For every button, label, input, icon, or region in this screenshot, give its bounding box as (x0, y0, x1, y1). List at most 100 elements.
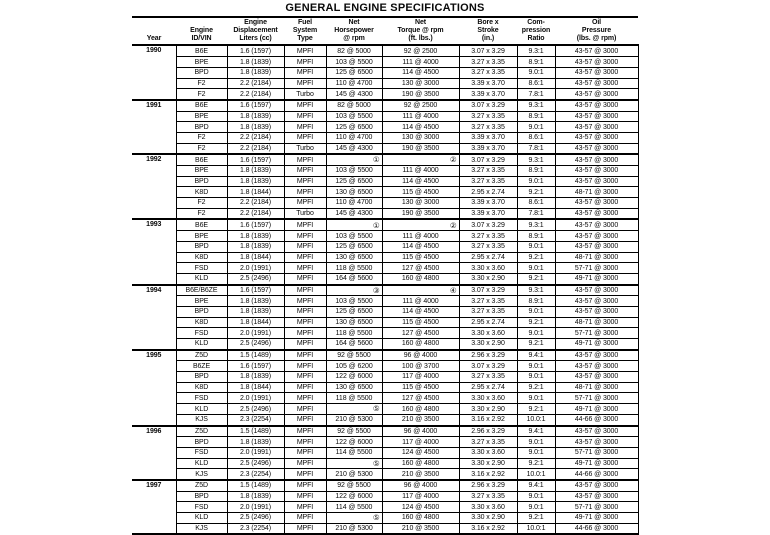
cell-oil-pressure: 48-71 @ 3000 (554, 186, 639, 198)
table-row: KJS 2.3 (2254) MPFI 210 @ 5300 210 @ 3500 3.1… (132, 413, 639, 426)
cell-bore-stroke: 3.39 x 3.70 (458, 77, 518, 89)
cell-torque: 111 @ 4000 (381, 110, 460, 122)
cell-fuel-system: MPFI (283, 490, 327, 502)
cell-fuel-system: MPFI (283, 316, 327, 328)
cell-engine-id: BPD (175, 371, 228, 383)
cell-compression: 8.9:1 (516, 295, 556, 307)
cell-oil-pressure: 43-57 @ 3000 (554, 165, 639, 177)
cell-compression: 10.0:1 (516, 413, 556, 426)
cell-engine-id: FSD (175, 392, 228, 404)
year-cell: 1991 (132, 98, 177, 155)
cell-compression: 9.3:1 (516, 283, 556, 296)
cell-fuel-system: MPFI (283, 131, 327, 144)
cell-displacement: 1.6 (1597) (226, 44, 285, 57)
cell-horsepower: 145 @ 4300 (325, 207, 383, 220)
cell-oil-pressure: 44-66 @ 3000 (554, 522, 639, 535)
column-header-2: Engine Displacement Liters (cc) (227, 17, 284, 47)
cell-horsepower: 110 @ 4700 (325, 77, 383, 89)
cell-torque: 160 @ 4800 (381, 512, 460, 524)
cell-compression: 9.0:1 (516, 490, 556, 502)
cell-compression: 9.0:1 (516, 360, 556, 372)
table-row: KJS 2.3 (2254) MPFI 210 @ 5300 210 @ 3500 3.1… (132, 468, 639, 480)
cell-bore-stroke: 3.30 x 2.90 (458, 457, 518, 469)
table-row: 1992 B6E 1.6 (1597) MPFI ① ② 3.07 x 3.29 9.3:1 4… (132, 153, 639, 220)
cell-displacement: 1.8 (1839) (226, 240, 285, 253)
cell-engine-id: BPD (175, 240, 228, 253)
cell-oil-pressure: 57-71 @ 3000 (554, 327, 639, 339)
cell-compression: 7.8:1 (516, 207, 556, 220)
cell-horsepower: 105 @ 6200 (325, 360, 383, 372)
cell-horsepower: 92 @ 5500 (325, 424, 383, 437)
cell-fuel-system: MPFI (283, 392, 327, 404)
cell-bore-stroke: 2.96 x 3.29 (458, 478, 518, 492)
cell-engine-id: BPD (175, 66, 228, 79)
cell-displacement: 1.8 (1844) (226, 381, 285, 393)
cell-displacement: 1.8 (1839) (226, 490, 285, 502)
cell-fuel-system: MPFI (283, 262, 327, 274)
cell-engine-id: K8D (175, 316, 228, 328)
cell-horsepower: 210 @ 5300 (325, 413, 383, 426)
cell-oil-pressure: 48-71 @ 3000 (554, 316, 639, 328)
cell-torque: 210 @ 3500 (381, 522, 460, 535)
column-header-6: Bore x Stroke (in.) (459, 17, 517, 47)
cell-displacement: 1.8 (1839) (226, 371, 285, 383)
cell-engine-id: KLD (175, 457, 228, 469)
table-row: 1996 Z5D 1.5 (1489) MPFI 92 @ 5500 96 @ 4000 2… (132, 424, 639, 480)
cell-fuel-system: MPFI (283, 272, 327, 285)
cell-horsepower: 82 @ 5000 (325, 98, 383, 112)
table-row: 1991 B6E 1.6 (1597) MPFI 82 @ 5000 92 @ 2500 3… (132, 98, 639, 155)
cell-engine-id: KLD (175, 403, 228, 415)
cell-engine-id: KJS (175, 413, 228, 426)
cell-torque: 114 @ 4500 (381, 121, 460, 133)
cell-displacement: 1.6 (1597) (226, 283, 285, 296)
cell-displacement: 2.0 (1991) (226, 501, 285, 513)
cell-engine-id: KLD (175, 512, 228, 524)
cell-displacement: 1.8 (1839) (226, 175, 285, 187)
cell-horsepower: ⑤ (325, 403, 383, 415)
cell-engine-id: FSD (175, 446, 228, 459)
table-row: BPD 1.8 (1839) MPFI 125 @ 6500 114 @ 4500 3.2… (132, 66, 639, 79)
cell-engine-id: BPD (175, 121, 228, 133)
cell-fuel-system: MPFI (283, 110, 327, 122)
cell-fuel-system: MPFI (283, 327, 327, 339)
cell-compression: 9.3:1 (516, 44, 556, 57)
table-row: BPE 1.8 (1839) MPFI 103 @ 5500 111 @ 4000 3.2… (132, 110, 639, 122)
cell-fuel-system: MPFI (283, 186, 327, 198)
cell-oil-pressure: 57-71 @ 3000 (554, 392, 639, 404)
cell-displacement: 1.8 (1839) (226, 165, 285, 177)
cell-horsepower: 125 @ 6500 (325, 175, 383, 187)
cell-oil-pressure: 43-57 @ 3000 (554, 77, 639, 89)
cell-oil-pressure: 43-57 @ 3000 (554, 56, 639, 68)
cell-fuel-system: Turbo (283, 142, 327, 155)
cell-compression: 9.0:1 (516, 121, 556, 133)
cell-torque: 127 @ 4500 (381, 392, 460, 404)
cell-displacement: 2.3 (2254) (226, 522, 285, 535)
page-title: GENERAL ENGINE SPECIFICATIONS (285, 2, 485, 14)
cell-fuel-system: MPFI (283, 77, 327, 89)
cell-compression: 9.4:1 (516, 348, 556, 361)
cell-engine-id: F2 (175, 77, 228, 89)
cell-fuel-system: MPFI (283, 512, 327, 524)
cell-fuel-system: MPFI (283, 468, 327, 480)
cell-horsepower: ③ (325, 283, 383, 296)
cell-oil-pressure: 49-71 @ 3000 (554, 338, 639, 350)
cell-displacement: 1.8 (1844) (226, 186, 285, 198)
cell-compression: 9.2:1 (516, 272, 556, 285)
cell-fuel-system: MPFI (283, 424, 327, 437)
cell-torque: 96 @ 4000 (381, 348, 460, 361)
cell-torque: 130 @ 3000 (381, 77, 460, 89)
cell-torque: ② (381, 153, 460, 166)
cell-horsepower: 103 @ 5500 (325, 295, 383, 307)
cell-compression: 8.9:1 (516, 110, 556, 122)
cell-oil-pressure: 43-57 @ 3000 (554, 348, 639, 361)
cell-fuel-system: MPFI (283, 436, 327, 448)
cell-horsepower: 130 @ 6500 (325, 186, 383, 198)
cell-torque: 114 @ 4500 (381, 66, 460, 79)
cell-torque: 92 @ 2500 (381, 44, 460, 57)
cell-compression: 9.4:1 (516, 424, 556, 437)
cell-bore-stroke: 2.95 x 2.74 (458, 381, 518, 393)
cell-displacement: 2.5 (2496) (226, 512, 285, 524)
cell-torque: 190 @ 3500 (381, 142, 460, 155)
cell-engine-id: F2 (175, 197, 228, 209)
cell-compression: 8.6:1 (516, 131, 556, 144)
